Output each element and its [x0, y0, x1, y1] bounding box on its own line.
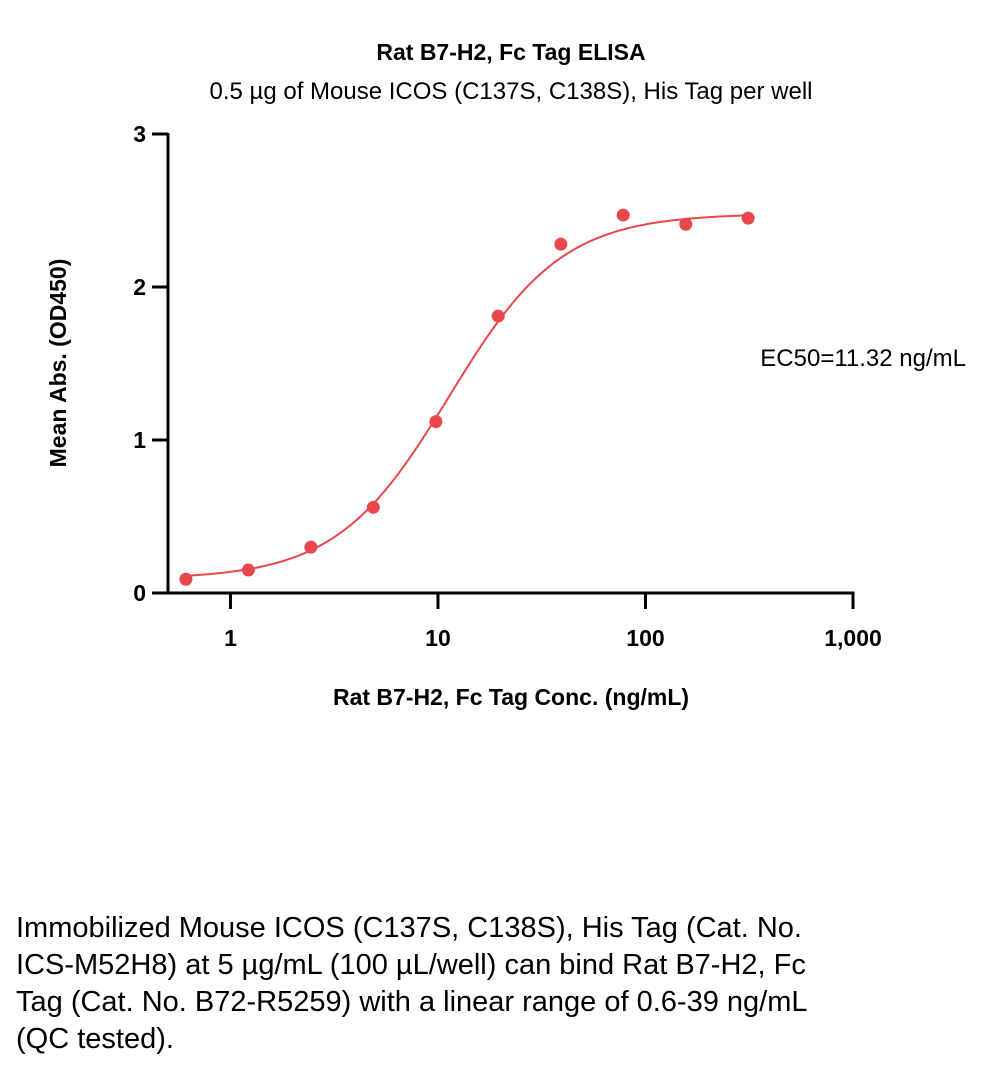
data-point [429, 415, 443, 429]
fit-curve [185, 214, 749, 577]
elisa-chart: Rat B7-H2, Fc Tag ELISA 0.5 µg of Mouse … [45, 39, 966, 710]
x-tick-label: 10 [425, 625, 451, 651]
data-point [366, 500, 380, 514]
y-axis-ticks: 0 1 2 3 [133, 121, 168, 606]
chart-title: Rat B7-H2, Fc Tag ELISA [376, 39, 645, 65]
data-point [554, 237, 568, 251]
y-tick-label: 0 [133, 580, 146, 606]
ec50-annotation: EC50=11.32 ng/mL [760, 345, 966, 372]
y-tick-label: 3 [133, 121, 146, 147]
x-tick-label: 1,000 [824, 625, 882, 651]
data-point [179, 572, 193, 586]
figure-caption: Immobilized Mouse ICOS (C137S, C138S), H… [16, 912, 807, 1055]
x-axis-ticks: 1 10 100 1,000 [224, 593, 882, 651]
y-tick-label: 2 [133, 274, 146, 300]
data-point [741, 211, 755, 225]
x-tick-label: 100 [626, 625, 664, 651]
x-tick-label: 1 [224, 625, 237, 651]
data-point [616, 208, 630, 222]
data-point [491, 309, 505, 323]
data-points [179, 208, 755, 586]
x-axis-label: Rat B7-H2, Fc Tag Conc. (ng/mL) [333, 684, 689, 710]
y-axis-label: Mean Abs. (OD450) [45, 259, 71, 468]
data-point [304, 540, 318, 554]
axes [166, 133, 855, 595]
data-point [679, 217, 693, 231]
chart-subtitle: 0.5 µg of Mouse ICOS (C137S, C138S), His… [210, 78, 813, 105]
y-tick-label: 1 [133, 427, 146, 453]
data-point [241, 563, 255, 577]
